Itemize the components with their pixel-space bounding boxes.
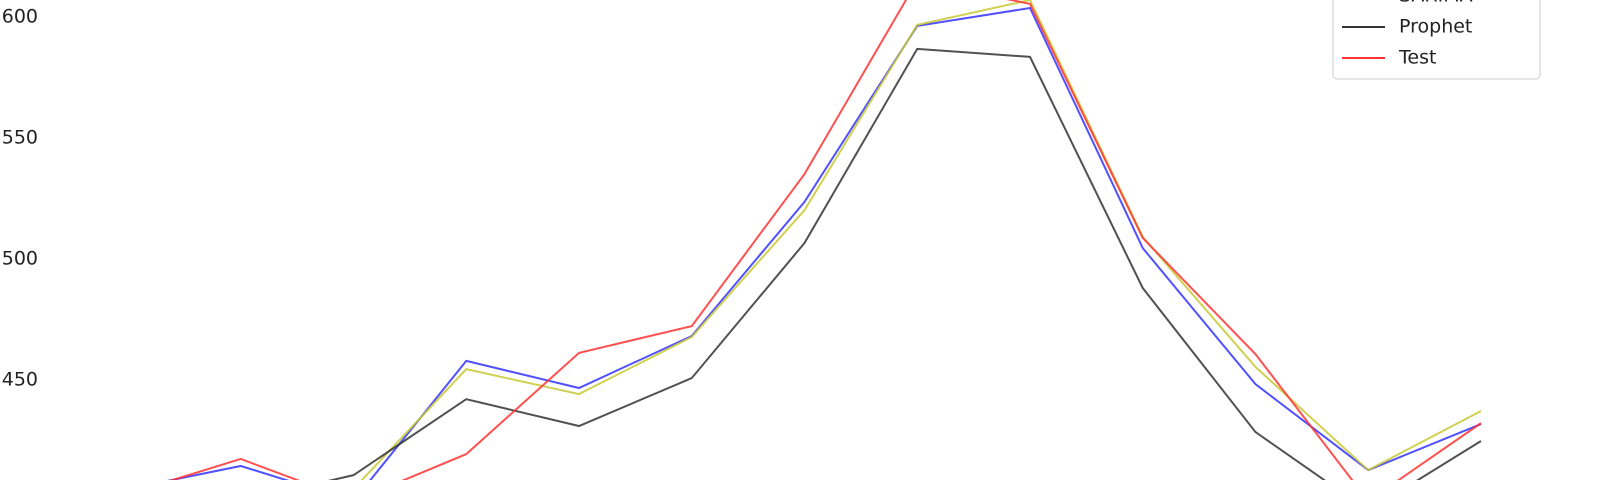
y-tick-label: 600	[2, 5, 38, 27]
legend-box	[1332, 0, 1541, 80]
legend-label: Prophet	[1399, 16, 1472, 38]
legend-label: SARIMA	[1399, 0, 1473, 7]
legend-label: Test	[1398, 47, 1436, 69]
y-tick-label: 550	[2, 126, 38, 148]
y-tick-label: 450	[2, 369, 38, 391]
series-line	[166, 6, 1482, 480]
plot-area	[166, 0, 1482, 480]
series-line	[360, 0, 1482, 480]
series-line	[327, 47, 1482, 480]
y-tick-label: 500	[2, 248, 38, 270]
series-line	[169, 0, 1482, 480]
